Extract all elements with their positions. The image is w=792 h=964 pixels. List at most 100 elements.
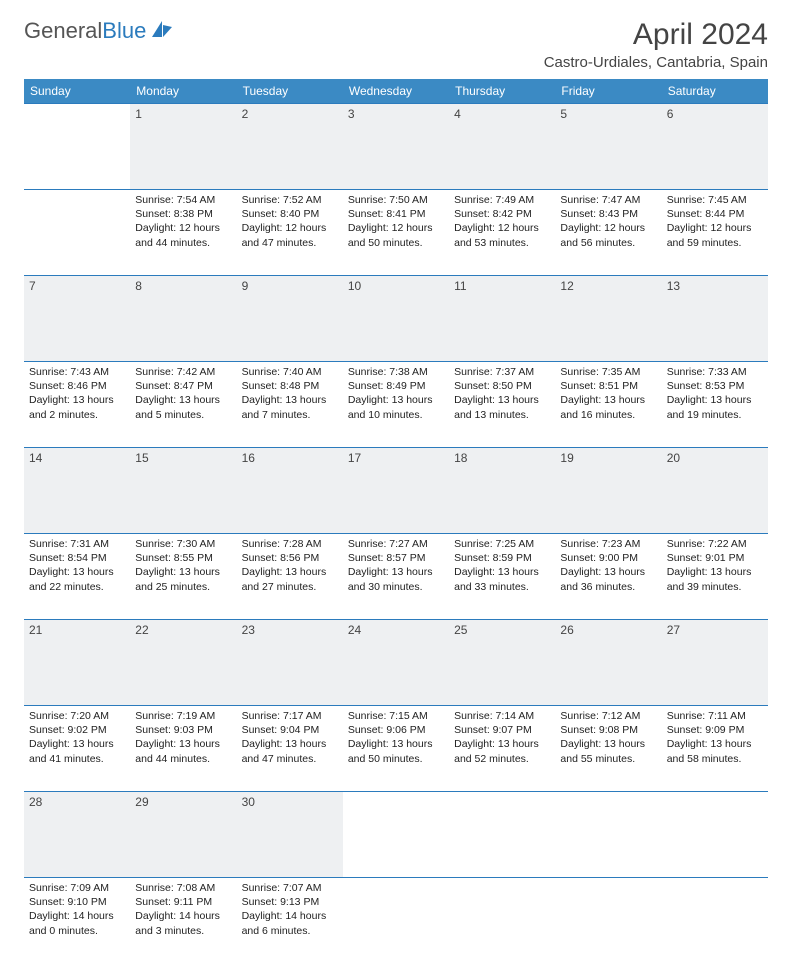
day-cell [24,190,130,276]
day-line: Sunset: 9:03 PM [135,723,231,737]
day-line: Sunrise: 7:35 AM [560,365,656,379]
dh-tue: Tuesday [237,79,343,104]
day-header-row: Sunday Monday Tuesday Wednesday Thursday… [24,79,768,104]
day-line: Sunrise: 7:31 AM [29,537,125,551]
day-cell: Sunrise: 7:09 AMSunset: 9:10 PMDaylight:… [24,878,130,964]
day-line: Sunrise: 7:43 AM [29,365,125,379]
dh-mon: Monday [130,79,236,104]
day-number [555,792,661,878]
day-line: Sunset: 9:10 PM [29,895,125,909]
day-line: Daylight: 13 hours and 58 minutes. [667,737,763,765]
day-line: Daylight: 13 hours and 2 minutes. [29,393,125,421]
day-line: Daylight: 13 hours and 44 minutes. [135,737,231,765]
day-line: Sunrise: 7:49 AM [454,193,550,207]
day-number: 28 [24,792,130,878]
day-number: 18 [449,448,555,534]
day-line: Sunrise: 7:25 AM [454,537,550,551]
day-cell: Sunrise: 7:33 AMSunset: 8:53 PMDaylight:… [662,362,768,448]
day-cell: Sunrise: 7:08 AMSunset: 9:11 PMDaylight:… [130,878,236,964]
day-cell [343,878,449,964]
day-line: Sunset: 8:43 PM [560,207,656,221]
logo-word2: Blue [102,18,146,43]
day-cell: Sunrise: 7:19 AMSunset: 9:03 PMDaylight:… [130,706,236,792]
day-line: Daylight: 13 hours and 33 minutes. [454,565,550,593]
day-cell: Sunrise: 7:54 AMSunset: 8:38 PMDaylight:… [130,190,236,276]
day-number: 16 [237,448,343,534]
day-line: Daylight: 13 hours and 36 minutes. [560,565,656,593]
day-line: Daylight: 12 hours and 47 minutes. [242,221,338,249]
logo-text: GeneralBlue [24,18,146,44]
day-cell: Sunrise: 7:28 AMSunset: 8:56 PMDaylight:… [237,534,343,620]
day-number: 9 [237,276,343,362]
day-cell: Sunrise: 7:37 AMSunset: 8:50 PMDaylight:… [449,362,555,448]
day-line: Sunset: 8:53 PM [667,379,763,393]
day-line: Sunset: 8:42 PM [454,207,550,221]
day-cell: Sunrise: 7:11 AMSunset: 9:09 PMDaylight:… [662,706,768,792]
dh-sat: Saturday [662,79,768,104]
day-line: Sunrise: 7:20 AM [29,709,125,723]
dh-wed: Wednesday [343,79,449,104]
day-line: Sunset: 9:09 PM [667,723,763,737]
day-line: Sunrise: 7:15 AM [348,709,444,723]
day-number: 20 [662,448,768,534]
day-number: 15 [130,448,236,534]
day-line: Sunset: 8:54 PM [29,551,125,565]
dh-fri: Friday [555,79,661,104]
day-cell: Sunrise: 7:45 AMSunset: 8:44 PMDaylight:… [662,190,768,276]
day-line: Sunrise: 7:12 AM [560,709,656,723]
dh-sun: Sunday [24,79,130,104]
day-line: Daylight: 13 hours and 39 minutes. [667,565,763,593]
day-number: 12 [555,276,661,362]
day-line: Sunrise: 7:47 AM [560,193,656,207]
day-line: Sunrise: 7:08 AM [135,881,231,895]
day-cell: Sunrise: 7:14 AMSunset: 9:07 PMDaylight:… [449,706,555,792]
day-line: Daylight: 13 hours and 52 minutes. [454,737,550,765]
day-line: Sunset: 8:46 PM [29,379,125,393]
month-title: April 2024 [544,18,768,52]
day-cell: Sunrise: 7:47 AMSunset: 8:43 PMDaylight:… [555,190,661,276]
day-line: Daylight: 13 hours and 10 minutes. [348,393,444,421]
day-number: 26 [555,620,661,706]
day-line: Sunrise: 7:17 AM [242,709,338,723]
logo: GeneralBlue [24,18,174,44]
day-line: Sunset: 8:57 PM [348,551,444,565]
day-line: Sunset: 8:55 PM [135,551,231,565]
day-line: Daylight: 13 hours and 50 minutes. [348,737,444,765]
day-line: Sunset: 8:51 PM [560,379,656,393]
day-line: Sunset: 8:40 PM [242,207,338,221]
day-number: 11 [449,276,555,362]
day-cell: Sunrise: 7:22 AMSunset: 9:01 PMDaylight:… [662,534,768,620]
day-cell: Sunrise: 7:15 AMSunset: 9:06 PMDaylight:… [343,706,449,792]
day-number: 13 [662,276,768,362]
day-line: Sunset: 9:04 PM [242,723,338,737]
day-number: 7 [24,276,130,362]
day-line: Sunset: 8:41 PM [348,207,444,221]
day-line: Sunset: 9:13 PM [242,895,338,909]
day-cell: Sunrise: 7:27 AMSunset: 8:57 PMDaylight:… [343,534,449,620]
day-cell: Sunrise: 7:43 AMSunset: 8:46 PMDaylight:… [24,362,130,448]
day-cell: Sunrise: 7:23 AMSunset: 9:00 PMDaylight:… [555,534,661,620]
day-number [662,792,768,878]
day-cell: Sunrise: 7:17 AMSunset: 9:04 PMDaylight:… [237,706,343,792]
day-number: 6 [662,104,768,190]
day-line: Sunset: 8:38 PM [135,207,231,221]
day-number [24,104,130,190]
day-number: 10 [343,276,449,362]
day-line: Daylight: 13 hours and 27 minutes. [242,565,338,593]
day-line: Daylight: 13 hours and 7 minutes. [242,393,338,421]
day-line: Daylight: 13 hours and 30 minutes. [348,565,444,593]
day-cell: Sunrise: 7:49 AMSunset: 8:42 PMDaylight:… [449,190,555,276]
day-cell: Sunrise: 7:25 AMSunset: 8:59 PMDaylight:… [449,534,555,620]
day-line: Sunrise: 7:54 AM [135,193,231,207]
day-line: Sunrise: 7:09 AM [29,881,125,895]
day-cell: Sunrise: 7:38 AMSunset: 8:49 PMDaylight:… [343,362,449,448]
daynum-row: 78910111213 [24,276,768,362]
day-number: 21 [24,620,130,706]
day-cell: Sunrise: 7:31 AMSunset: 8:54 PMDaylight:… [24,534,130,620]
day-number [449,792,555,878]
day-line: Daylight: 13 hours and 16 minutes. [560,393,656,421]
day-line: Sunrise: 7:45 AM [667,193,763,207]
day-line: Sunset: 8:56 PM [242,551,338,565]
day-line: Daylight: 13 hours and 55 minutes. [560,737,656,765]
day-line: Sunrise: 7:23 AM [560,537,656,551]
